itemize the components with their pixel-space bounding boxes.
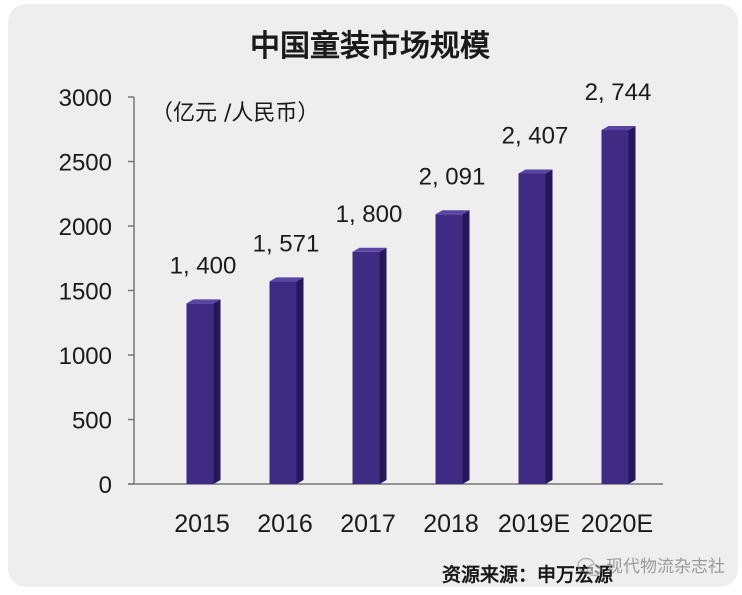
chart-card: 中国童装市场规模 （亿元 /人民币） 0 500 1000 1500 2000 2500 3…: [8, 4, 738, 587]
data-label-1: 1, 571: [253, 230, 320, 257]
bar-side-5: [628, 126, 636, 485]
bar-top-3: [435, 210, 470, 215]
x-tick-label-5: 2020E: [581, 510, 653, 538]
bar-2017: [352, 247, 387, 484]
bar-top-1: [269, 277, 304, 282]
data-label-3: 2, 091: [419, 163, 486, 190]
chart-title: 中国童装市场规模: [250, 29, 490, 64]
bar-group: [186, 126, 636, 485]
data-label-5: 2, 744: [585, 79, 652, 106]
y-tick-label-6: 3000: [59, 85, 112, 112]
x-tick-label-4: 2019E: [498, 510, 570, 538]
bar-front-4: [518, 173, 546, 484]
chart-unit-label: （亿元 /人民币）: [151, 101, 319, 126]
source-note: 资源来源：申万宏源: [442, 563, 613, 586]
y-tick-label-0: 0: [99, 472, 112, 499]
y-tick-label-2: 1000: [59, 343, 112, 370]
y-tick-group: 0 500 1000 1500 2000 2500 3000: [59, 85, 134, 499]
bar-2019E: [518, 169, 553, 484]
bar-top-4: [518, 169, 553, 174]
bar-2018: [435, 210, 470, 485]
x-tick-label-2: 2017: [340, 510, 396, 538]
wechat-icon: [577, 557, 602, 577]
bar-front-0: [186, 303, 214, 484]
bar-front-2: [352, 251, 380, 484]
bar-side-3: [462, 210, 470, 485]
bar-2020E: [601, 126, 636, 485]
chart-svg: 中国童装市场规模 （亿元 /人民币） 0 500 1000 1500 2000 2500 3…: [59, 29, 725, 586]
data-label-4: 2, 407: [502, 122, 569, 149]
y-tick-label-3: 1500: [59, 279, 112, 306]
x-tick-label-3: 2018: [423, 510, 479, 538]
bar-top-0: [186, 299, 221, 304]
watermark: 现代物流杂志社: [577, 557, 725, 577]
data-label-0: 1, 400: [170, 252, 237, 279]
bar-front-3: [435, 214, 463, 485]
bar-top-5: [601, 126, 636, 131]
bar-2015: [186, 299, 221, 484]
bar-side-2: [379, 247, 387, 484]
bar-top-2: [352, 247, 387, 252]
bar-side-0: [213, 299, 221, 484]
x-tick-group: 2015 2016 2017 2018 2019E 2020E: [174, 510, 653, 538]
value-label-group: 1, 400 1, 571 1, 800 2, 091 2, 407 2, 744: [170, 79, 652, 279]
watermark-text: 现代物流杂志社: [606, 557, 725, 577]
y-tick-label-5: 2500: [59, 150, 112, 177]
bar-2016: [269, 277, 304, 484]
y-tick-label-4: 2000: [59, 214, 112, 241]
bar-side-4: [545, 169, 553, 484]
data-label-2: 1, 800: [336, 201, 403, 228]
y-tick-label-1: 500: [72, 408, 112, 435]
x-tick-label-1: 2016: [257, 510, 313, 538]
bar-front-5: [601, 130, 629, 485]
x-tick-label-0: 2015: [174, 510, 230, 538]
bar-front-1: [269, 281, 297, 484]
bar-side-1: [296, 277, 304, 484]
